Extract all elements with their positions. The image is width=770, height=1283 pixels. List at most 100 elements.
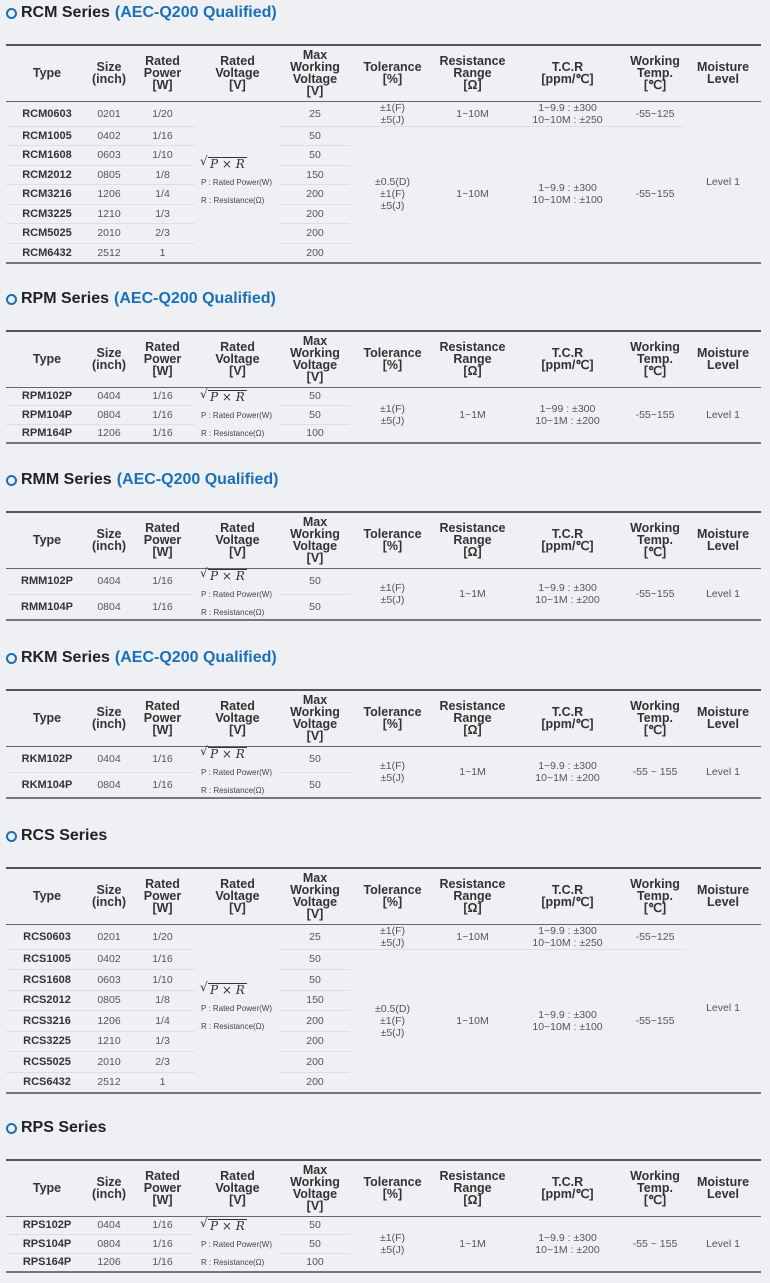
tolerance-cell: ±1(F) ±5(J)	[379, 759, 405, 784]
working-temp-cell: -55~125	[625, 924, 685, 950]
rated-voltage-cell: P × R P : Rated Power(W) R : Resistance(Ω)	[195, 1216, 280, 1272]
circle-bullet-icon	[6, 1122, 17, 1134]
column-header: Rated Voltage [V]	[195, 331, 280, 388]
max-voltage-cell: 200	[280, 184, 350, 205]
table-row: RCS2012 0805 1/8 150	[6, 990, 761, 1011]
series-name: RCM Series	[21, 4, 110, 21]
table-row: RCM6432 2512 1 200	[6, 243, 761, 263]
size-cell: 2010	[88, 1051, 130, 1073]
column-header: Type	[6, 45, 88, 102]
power-cell: 1/16	[130, 387, 195, 406]
voltage-formula: P × R	[200, 1217, 247, 1232]
type-cell: RCS6432	[23, 1076, 71, 1088]
spec-table: Type Size (inch) Rated Power [W] Rated Volt…	[6, 330, 761, 444]
column-header: Working Temp. [℃]	[625, 331, 685, 388]
voltage-formula: P × R	[200, 155, 247, 170]
max-voltage-cell: 50	[280, 969, 350, 991]
series-name: RPS Series	[21, 1119, 107, 1136]
size-cell: 0402	[88, 949, 130, 970]
max-voltage-cell: 200	[280, 1010, 350, 1032]
power-cell: 1/16	[130, 126, 195, 146]
column-header: Rated Power [W]	[130, 690, 195, 747]
type-cell: RCM3225	[6, 204, 88, 224]
tcr-cell: 1~9.9 : ±300 10~10M : ±250	[510, 101, 625, 127]
column-header: Working Temp. [℃]	[625, 45, 685, 102]
voltage-note: R : Resistance(Ω)	[201, 1022, 265, 1031]
column-header: Max Working Voltage [V]	[280, 512, 350, 569]
type-cell: RKM104P	[21, 778, 73, 791]
table-row: RCS5025 2010 2/3 200	[6, 1051, 761, 1073]
type-cell: RCS1608	[6, 969, 88, 991]
resistance-range-cell: 1~1M	[459, 587, 486, 600]
max-voltage-cell: 50	[280, 126, 350, 146]
column-header: Size (inch)	[88, 512, 130, 569]
max-voltage-cell: 200	[280, 1031, 350, 1052]
working-temp-cell: -55~125	[625, 101, 685, 127]
spec-table: Type Size (inch) Rated Power [W] Rated Volt…	[6, 867, 761, 1094]
type-cell: RPS104P	[6, 1234, 88, 1254]
type-cell: RPM164P	[21, 427, 73, 439]
tcr-cell: 1~9.9 : ±300 10~10M : ±100	[532, 182, 603, 206]
power-cell: 1/4	[130, 1010, 195, 1032]
voltage-formula: P × R	[200, 745, 247, 760]
column-header: Max Working Voltage [V]	[280, 331, 350, 388]
voltage-note: R : Resistance(Ω)	[201, 428, 265, 438]
max-voltage-cell: 25	[280, 924, 350, 950]
series-name: RPM Series	[21, 290, 110, 307]
table-row: RCM1608 0603 1/10 50	[6, 145, 761, 166]
type-cell: RPS164P	[22, 1256, 72, 1268]
column-header: Rated Power [W]	[130, 45, 195, 102]
circle-bullet-icon	[6, 293, 17, 305]
column-header: Tolerance [%]	[350, 690, 435, 747]
voltage-formula: P × R	[200, 567, 247, 582]
qualification-label: (AEC-Q200 Qualified)	[114, 290, 276, 307]
column-header: Working Temp. [℃]	[625, 512, 685, 569]
size-cell: 2010	[88, 223, 130, 244]
moisture-level-cell: Level 1	[706, 1237, 740, 1250]
column-header: Max Working Voltage [V]	[280, 868, 350, 925]
column-header: Size (inch)	[88, 868, 130, 925]
table-row: RCS1608 0603 1/10 50	[6, 969, 761, 991]
size-cell: 0201	[88, 924, 130, 950]
type-cell: RCS5025	[6, 1051, 88, 1073]
header-row: Type Size (inch) Rated Power [W] Rated Volt…	[6, 690, 761, 747]
column-header: Size (inch)	[88, 331, 130, 388]
voltage-note: P : Rated Power(W)	[201, 177, 272, 187]
size-cell: 0404	[88, 746, 130, 773]
tolerance-cell: ±1(F) ±5(J)	[379, 402, 405, 427]
size-cell: 1206	[88, 1010, 130, 1032]
rated-voltage-cell: P × R P : Rated Power(W) R : Resistance(Ω)	[195, 567, 280, 620]
table-row: RCM1005 0402 1/16 50 ±0.5(D) ±1(F) ±5(J) 1~10…	[6, 126, 761, 212]
size-cell: 0603	[88, 969, 130, 991]
type-cell: RCM5025	[6, 223, 88, 244]
working-temp-cell: -55 ~ 155	[632, 1237, 678, 1250]
power-cell: 1/10	[130, 145, 195, 166]
power-cell: 1/10	[130, 969, 195, 991]
power-cell: 1/16	[130, 1216, 195, 1235]
voltage-note: P : Rated Power(W)	[201, 410, 272, 420]
qualification-label: (AEC-Q200 Qualified)	[114, 649, 277, 666]
power-cell: 1/8	[130, 165, 195, 185]
table-row: RCM3225 1210 1/3 200	[6, 204, 761, 224]
voltage-note: R : Resistance(Ω)	[201, 785, 265, 795]
column-header: Type	[6, 331, 88, 388]
column-header: Resistance Range [Ω]	[435, 45, 510, 102]
rated-voltage-cell: P × R P : Rated Power(W) R : Resistance(Ω)	[195, 101, 280, 263]
max-voltage-cell: 200	[280, 204, 350, 224]
column-header: Working Temp. [℃]	[625, 690, 685, 747]
type-cell: RPS102P	[6, 1216, 88, 1235]
section-title: RMM Series (AEC-Q200 Qualified)	[6, 471, 279, 489]
type-cell: RPM102P	[6, 387, 88, 406]
max-voltage-cell: 200	[306, 246, 324, 259]
moisture-level-cell: Level 1	[706, 587, 740, 600]
power-cell: 1/16	[130, 746, 195, 773]
voltage-note: P : Rated Power(W)	[201, 1004, 272, 1013]
qualification-label: (AEC-Q200 Qualified)	[114, 4, 277, 21]
column-header: T.C.R [ppm/℃]	[510, 512, 625, 569]
table-row: RCS1005 0402 1/16 50 ±0.5(D) ±1(F) ±5(J) 1~10…	[6, 949, 761, 1038]
tcr-cell: 1~9.9 : ±300 10~10M : ±100	[532, 1008, 603, 1033]
table-row: RPM104P 0804 1/16 50	[6, 405, 761, 425]
column-header: Moisture Level	[685, 45, 761, 102]
size-cell: 0804	[88, 1234, 130, 1254]
